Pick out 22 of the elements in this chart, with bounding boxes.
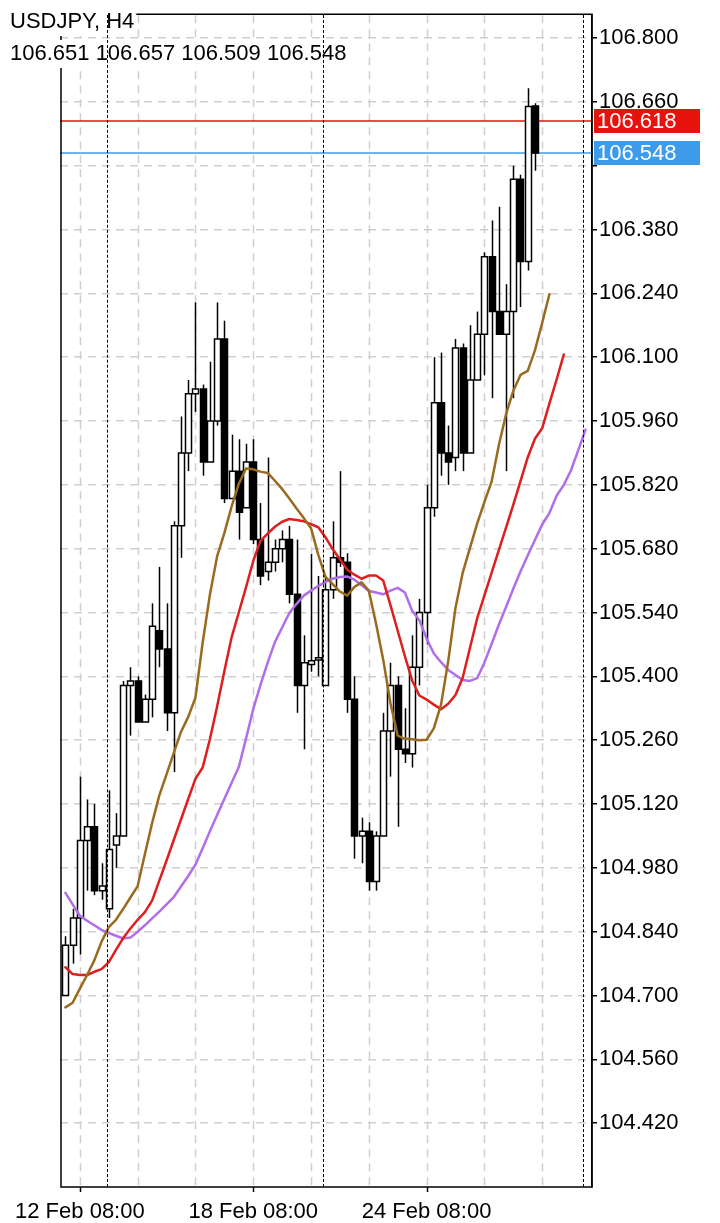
y-tick-label: 105.120 — [599, 790, 679, 816]
y-tick-label: 104.840 — [599, 917, 679, 943]
y-tick-label: 104.980 — [599, 853, 679, 879]
y-tick-label: 105.260 — [599, 726, 679, 752]
x-tick-label: 24 Feb 08:00 — [361, 1198, 492, 1223]
y-tick-label: 104.560 — [599, 1045, 679, 1071]
y-tick-label: 106.380 — [599, 215, 679, 241]
text: 106.651 106.657 106.509 106.548 — [10, 40, 347, 66]
ref-line-label: 106.548 — [597, 139, 677, 165]
chart-title: USDJPY, H4 — [10, 8, 135, 34]
y-tick-label: 105.680 — [599, 534, 679, 560]
y-tick-label: 106.240 — [599, 279, 679, 305]
y-tick-label: 104.700 — [599, 981, 679, 1007]
y-tick-label: 106.100 — [599, 343, 679, 369]
x-tick-label: 18 Feb 08:00 — [188, 1198, 319, 1223]
y-tick-label: 104.420 — [599, 1109, 679, 1135]
y-tick-label: 105.540 — [599, 598, 679, 624]
y-tick-label: 105.400 — [599, 662, 679, 688]
x-tick-label: 12 Feb 08:00 — [15, 1198, 145, 1223]
y-tick-label: 106.800 — [599, 24, 679, 50]
y-tick-label: 105.960 — [599, 407, 679, 433]
y-tick-label: 105.820 — [599, 470, 679, 496]
